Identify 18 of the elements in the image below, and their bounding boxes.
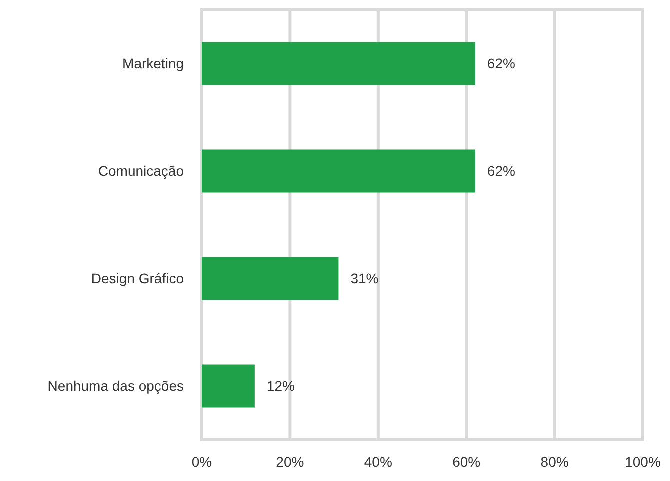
data-label: 12% — [266, 378, 295, 394]
y-tick-label: Nenhuma das opções — [48, 378, 184, 394]
bar — [202, 364, 255, 408]
bar — [202, 42, 476, 86]
y-tick-label: Design Gráfico — [91, 270, 184, 287]
data-label: 62% — [487, 56, 516, 72]
data-label: 62% — [487, 163, 516, 180]
x-tick-label: 60% — [452, 454, 481, 470]
y-tick-label: Marketing — [122, 56, 184, 72]
bar — [202, 257, 339, 300]
y-tick-label: Comunicação — [98, 163, 184, 180]
x-tick-label: 0% — [192, 454, 212, 470]
x-tick-label: 40% — [364, 454, 392, 470]
data-label: 31% — [350, 270, 379, 287]
x-tick-label: 100% — [625, 454, 661, 470]
x-tick-label: 80% — [540, 454, 569, 470]
bar — [202, 150, 476, 193]
x-tick-label: 20% — [276, 454, 304, 470]
